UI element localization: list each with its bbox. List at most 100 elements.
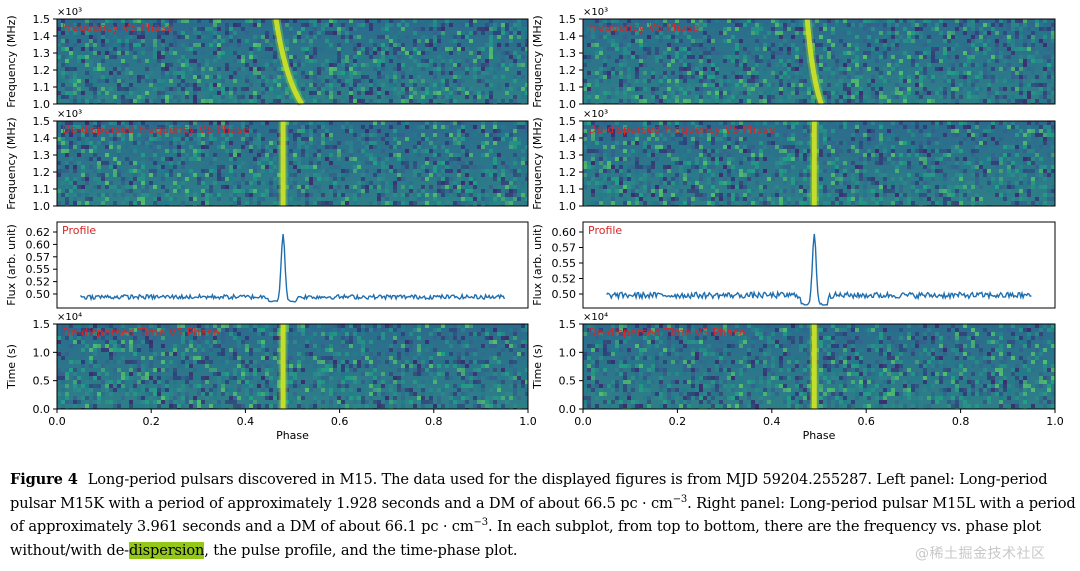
y-tick-label: 0.52 <box>26 276 51 289</box>
panel-right-4: De-dispersed Time VS Phase 0.0 0.5 1.0 1.5 Ti… <box>531 312 1056 416</box>
y-tick-label: 0.60 <box>552 226 577 239</box>
panel-title: De-dispersed Frequency VS Phase <box>62 123 250 136</box>
caption-exponent-2: −3 <box>473 517 489 529</box>
heatmap-noise <box>57 324 528 409</box>
heatmap-noise <box>583 19 1055 104</box>
heatmap-noise <box>583 121 1055 206</box>
y-tick-label: 0.50 <box>26 288 51 301</box>
x-tick-label: 0.6 <box>331 415 349 428</box>
y-tick-label: 0.55 <box>552 257 577 270</box>
y-tick-label: 1.3 <box>559 47 577 60</box>
y-axis-label: Time (s) <box>5 344 18 390</box>
x-tick-label: 0.0 <box>48 415 66 428</box>
panel-frame <box>56 120 529 207</box>
y-tick-label: 1.5 <box>559 13 577 26</box>
panel-left-3: Profile 0.500.520.550.570.600.62 Flux (arb… <box>5 221 529 309</box>
y-multiplier: ×10⁴ <box>57 312 82 323</box>
panel-left-2: De-dispersed Frequency VS Phase 1.0 1.1 1.2… <box>5 109 529 213</box>
y-multiplier: ×10³ <box>583 7 608 18</box>
x-tick-label: 0.4 <box>237 415 255 428</box>
y-tick-label: 1.0 <box>559 346 577 359</box>
y-tick-label: 1.1 <box>559 183 577 196</box>
heatmap-noise <box>57 19 528 104</box>
y-tick-label: 0.55 <box>26 263 51 276</box>
y-axis-label: Frequency (MHz) <box>5 15 18 107</box>
y-axis-label: Frequency (MHz) <box>531 15 544 107</box>
x-tick-label: 0.0 <box>574 415 592 428</box>
panel-right-3: Profile 0.50 0.52 0.55 0.57 0.60 Flux (arb. un… <box>531 221 1056 309</box>
y-tick-label: 1.5 <box>33 115 51 128</box>
heatmap-noise <box>583 324 1055 409</box>
y-tick-label: 0.5 <box>559 375 577 388</box>
panel-right-2: De-dispersed Frequency VS Phase 1.0 1.1 1.2… <box>531 109 1056 213</box>
y-tick-label: 1.1 <box>33 81 51 94</box>
panel-title: Frequency VS Phase <box>588 21 699 34</box>
y-tick-label: 0.57 <box>26 251 51 264</box>
heatmap-noise <box>57 121 528 206</box>
y-tick-label: 0.57 <box>552 242 577 255</box>
panel-title: Profile <box>62 224 96 237</box>
panel-frame <box>56 18 529 105</box>
panel-frame <box>582 120 1056 207</box>
y-tick-label: 1.5 <box>559 115 577 128</box>
y-tick-label: 0.0 <box>33 403 51 416</box>
caption-text-3: . In each subplot, from top to bottom, t… <box>10 518 1041 559</box>
y-multiplier: ×10³ <box>57 109 82 120</box>
y-tick-label: 0.62 <box>26 226 51 239</box>
y-axis-label: Flux (arb. unit) <box>531 224 544 306</box>
profile-line <box>606 233 1032 306</box>
y-multiplier: ×10³ <box>583 109 608 120</box>
panel-frame <box>56 221 529 309</box>
y-tick-label: 1.2 <box>33 166 51 179</box>
y-tick-label: 0.0 <box>559 403 577 416</box>
panel-title: De-dispersed Time VS Phase <box>62 326 220 339</box>
caption-text-2: . Right panel: Long-period pulsar M15L w… <box>10 494 1076 536</box>
x-tick-label: 0.8 <box>952 415 970 428</box>
x-axis-label: Phase <box>276 429 309 442</box>
y-tick-label: 1.4 <box>559 30 577 43</box>
y-tick-label: 0.60 <box>26 238 51 251</box>
figure-caption: Figure 4 Long-period pulsars discovered i… <box>10 468 1076 562</box>
y-tick-label: 1.3 <box>33 47 51 60</box>
y-tick-label: 1.1 <box>33 183 51 196</box>
y-multiplier: ×10³ <box>57 7 82 18</box>
pulse-track-glow <box>271 18 306 107</box>
y-tick-label: 1.2 <box>559 166 577 179</box>
y-tick-label: 1.3 <box>559 149 577 162</box>
panel-frame <box>582 18 1056 105</box>
y-tick-label: 1.2 <box>33 64 51 77</box>
caption-text-4: , the pulse profile, and the time-phase … <box>204 541 518 559</box>
x-tick-label: 0.4 <box>763 415 781 428</box>
pulse-track <box>273 18 305 106</box>
figure-label: Figure 4 <box>10 471 78 488</box>
x-tick-label: 1.0 <box>1046 415 1064 428</box>
y-tick-label: 1.4 <box>33 30 51 43</box>
pulsar-figure: Frequency VS Phase 1.0 1.1 1.2 1.3 1.4 1.5 Freq… <box>5 7 1064 442</box>
y-tick-label: 1.5 <box>33 318 51 331</box>
y-tick-label: 1.1 <box>559 81 577 94</box>
panel-left-4: De-dispersed Time VS Phase 0.0 0.5 1.0 1.5 Ti… <box>5 312 529 416</box>
y-tick-label: 1.4 <box>559 132 577 145</box>
highlighted-word: dispersion <box>128 541 205 559</box>
y-tick-label: 1.2 <box>559 64 577 77</box>
profile-line <box>79 234 506 303</box>
y-multiplier: ×10⁴ <box>583 312 608 323</box>
caption-exponent-1: −3 <box>672 493 688 505</box>
panel-frame <box>582 323 1056 410</box>
x-tick-label: 0.8 <box>425 415 443 428</box>
y-tick-label: 1.0 <box>559 98 577 111</box>
x-tick-label: 0.2 <box>669 415 687 428</box>
y-tick-label: 0.52 <box>552 273 577 286</box>
x-tick-label: 1.0 <box>519 415 537 428</box>
x-axis-label: Phase <box>803 429 836 442</box>
panel-left-1: Frequency VS Phase 1.0 1.1 1.2 1.3 1.4 1.5 Freq… <box>5 7 529 111</box>
x-tick-label: 0.6 <box>857 415 875 428</box>
y-tick-label: 1.0 <box>33 200 51 213</box>
panel-title: Profile <box>588 224 622 237</box>
panel-title: Frequency VS Phase <box>62 21 173 34</box>
y-axis-label: Flux (arb. unit) <box>5 224 18 306</box>
watermark: @稀土掘金技术社区 <box>915 546 1046 562</box>
panel-title: De-dispersed Time VS Phase <box>588 326 746 339</box>
y-axis-label: Frequency (MHz) <box>5 117 18 209</box>
panel-title: De-dispersed Frequency VS Phase <box>588 123 776 136</box>
